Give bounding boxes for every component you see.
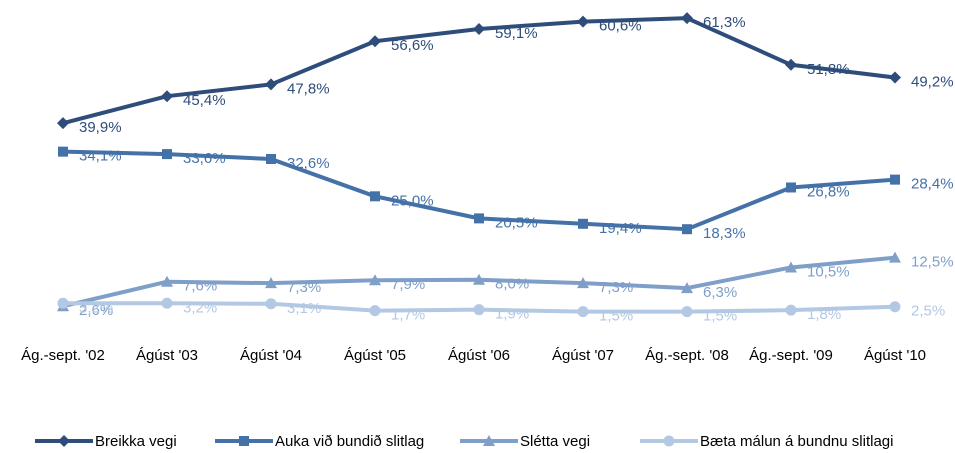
data-point bbox=[161, 275, 173, 287]
data-point bbox=[370, 191, 380, 202]
data-label: 39,9% bbox=[79, 119, 122, 136]
x-tick-label: Ágúst '03 bbox=[136, 347, 198, 364]
data-point bbox=[265, 298, 277, 310]
data-label: 1,7% bbox=[391, 307, 425, 324]
data-label: 25,0% bbox=[391, 192, 434, 209]
data-label: 7,3% bbox=[599, 279, 633, 296]
data-label: 1,8% bbox=[807, 306, 841, 323]
data-label: 28,4% bbox=[911, 176, 954, 193]
data-point bbox=[161, 90, 173, 103]
data-point bbox=[369, 274, 381, 286]
legend-label: Bæta málun á bundnu slitlagi bbox=[700, 433, 893, 450]
data-label: 51,8% bbox=[807, 61, 850, 78]
data-point bbox=[681, 282, 693, 294]
data-label: 34,1% bbox=[79, 148, 122, 165]
data-label: 19,4% bbox=[599, 220, 642, 237]
data-label: 3,2% bbox=[183, 299, 217, 316]
data-point bbox=[786, 182, 796, 193]
legend-label: Breikka vegi bbox=[95, 433, 177, 450]
data-point bbox=[369, 35, 381, 48]
data-label: 32,6% bbox=[287, 155, 330, 172]
x-tick-label: Ágúst '07 bbox=[552, 347, 614, 364]
data-label: 33,6% bbox=[183, 150, 226, 167]
data-label: 7,6% bbox=[183, 278, 217, 295]
data-label: 1,9% bbox=[495, 306, 529, 323]
data-point bbox=[577, 306, 589, 318]
x-tick-label: Ág.-sept. '02 bbox=[21, 347, 105, 364]
legend-marker bbox=[483, 435, 495, 446]
x-tick-label: Ág.-sept. '09 bbox=[749, 347, 833, 364]
data-label: 59,1% bbox=[495, 25, 538, 42]
data-point bbox=[889, 301, 901, 313]
data-point bbox=[577, 15, 589, 28]
data-label: 3,1% bbox=[287, 300, 321, 317]
data-point bbox=[785, 58, 797, 71]
x-tick-label: Ágúst '05 bbox=[344, 347, 406, 364]
data-label: 6,3% bbox=[703, 284, 737, 301]
data-point bbox=[890, 174, 900, 185]
data-point bbox=[161, 297, 173, 309]
data-point bbox=[681, 12, 693, 25]
legend-label: Slétta vegi bbox=[520, 433, 590, 450]
data-label: 49,2% bbox=[911, 74, 954, 91]
data-label: 8,0% bbox=[495, 276, 529, 293]
data-point bbox=[57, 117, 69, 130]
data-point bbox=[265, 78, 277, 91]
data-point bbox=[785, 261, 797, 273]
data-point bbox=[369, 305, 381, 317]
data-label: 20,5% bbox=[495, 214, 538, 231]
data-label: 26,8% bbox=[807, 183, 850, 200]
x-tick-label: Ágúst '06 bbox=[448, 347, 510, 364]
data-point bbox=[473, 22, 485, 35]
data-label: 60,6% bbox=[599, 18, 642, 35]
legend-marker bbox=[58, 435, 70, 447]
data-point bbox=[57, 297, 69, 309]
data-point bbox=[785, 304, 797, 316]
data-point bbox=[162, 149, 172, 160]
data-point bbox=[58, 146, 68, 157]
data-label: 18,3% bbox=[703, 225, 746, 242]
data-label: 3,2% bbox=[79, 299, 113, 316]
data-point bbox=[265, 277, 277, 289]
data-label: 7,9% bbox=[391, 276, 425, 293]
x-tick-label: Ágúst '10 bbox=[864, 347, 926, 364]
data-label: 12,5% bbox=[911, 254, 954, 271]
data-label: 7,3% bbox=[287, 279, 321, 296]
data-point bbox=[578, 218, 588, 229]
data-label: 45,4% bbox=[183, 92, 226, 109]
data-point bbox=[473, 304, 485, 316]
data-label: 47,8% bbox=[287, 80, 330, 97]
legend-label: Auka við bundið slitlag bbox=[275, 433, 424, 450]
data-label: 2,6% bbox=[79, 302, 113, 319]
data-point bbox=[682, 224, 692, 235]
data-label: 2,5% bbox=[911, 303, 945, 320]
data-point bbox=[474, 213, 484, 224]
data-label: 56,6% bbox=[391, 37, 434, 54]
data-point bbox=[473, 273, 485, 285]
x-tick-label: Ágúst '04 bbox=[240, 347, 302, 364]
legend-marker bbox=[239, 436, 249, 446]
data-point bbox=[889, 71, 901, 84]
data-point bbox=[266, 154, 276, 165]
data-label: 1,5% bbox=[599, 308, 633, 325]
data-label: 10,5% bbox=[807, 263, 850, 280]
legend-marker bbox=[663, 435, 675, 447]
data-point bbox=[577, 277, 589, 289]
data-label: 1,5% bbox=[703, 308, 737, 325]
x-tick-label: Ág.-sept. '08 bbox=[645, 347, 729, 364]
data-point bbox=[889, 251, 901, 263]
data-label: 61,3% bbox=[703, 14, 746, 31]
data-point bbox=[681, 306, 693, 318]
